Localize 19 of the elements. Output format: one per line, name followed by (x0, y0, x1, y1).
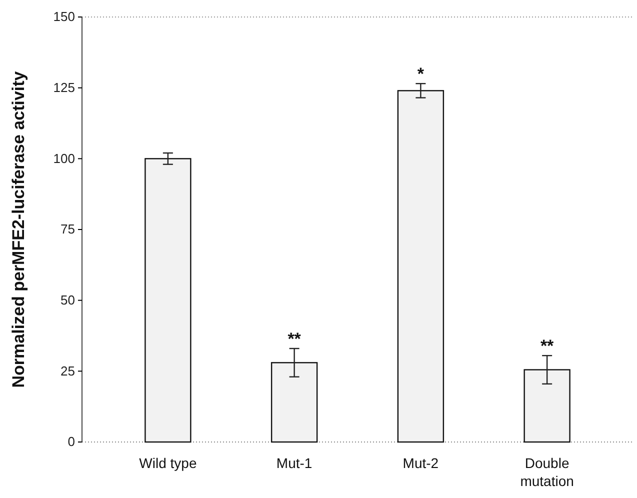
y-tick-label: 75 (60, 222, 75, 237)
annotation: ** (288, 330, 302, 348)
x-tick-label: Mut-1 (276, 455, 312, 471)
annotation: ** (540, 336, 554, 356)
y-tick-label: 25 (60, 363, 75, 378)
y-tick-label: 150 (53, 9, 75, 24)
annotation: * (417, 64, 424, 84)
y-tick-label: 100 (53, 150, 75, 166)
x-tick-label: Mut-2 (402, 455, 439, 471)
x-tick-label: Wild type (139, 455, 197, 471)
x-tick-label: Double mutation (520, 455, 574, 489)
y-tick-label: 50 (60, 292, 75, 308)
bar (397, 90, 444, 443)
bar (524, 369, 570, 443)
bar (270, 362, 318, 443)
bar (144, 158, 192, 443)
y-tick-label: 0 (68, 434, 75, 450)
y-tick-label: 125 (53, 80, 75, 95)
y-axis-title: Normalized perMFE2-luciferase activity (9, 70, 28, 388)
